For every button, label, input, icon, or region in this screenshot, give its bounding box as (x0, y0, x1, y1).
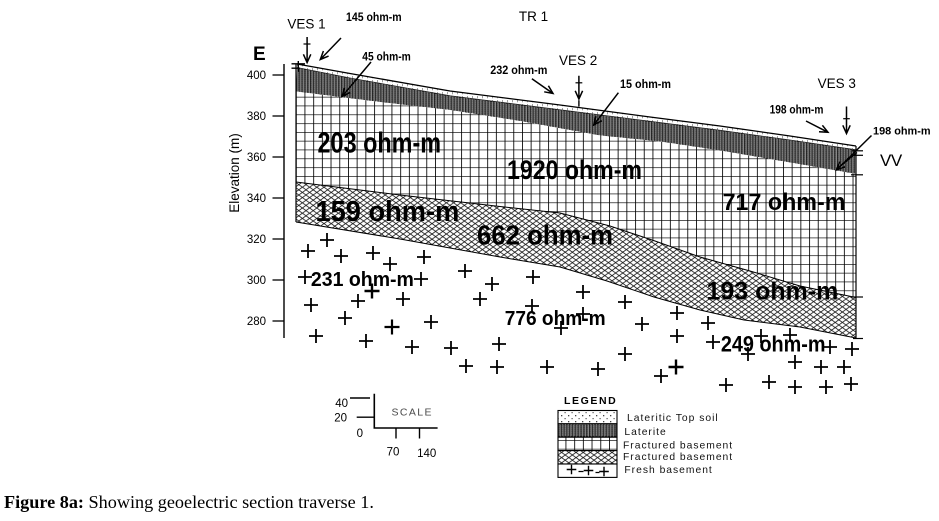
svg-text:45 ohm-m: 45 ohm-m (362, 50, 411, 64)
svg-text:198 ohm-m: 198 ohm-m (770, 103, 824, 117)
svg-text:VES 1: VES 1 (287, 16, 325, 31)
svg-text:Fresh basement: Fresh basement (624, 465, 712, 476)
svg-text:VV: VV (880, 151, 903, 170)
svg-text:717 ohm-m: 717 ohm-m (723, 190, 846, 216)
svg-text:Figure 8a: Showing geoelectric: Figure 8a: Showing geoelectric section t… (4, 492, 374, 512)
svg-text:VES 2: VES 2 (559, 53, 597, 68)
svg-text:231 ohm-m: 231 ohm-m (311, 269, 414, 291)
svg-text:Fractured basement: Fractured basement (623, 440, 733, 451)
svg-text:662 ohm-m: 662 ohm-m (477, 220, 613, 251)
svg-text:360: 360 (247, 152, 266, 164)
svg-text:40: 40 (335, 398, 348, 410)
svg-text:70: 70 (387, 447, 400, 459)
svg-text:249 ohm-m: 249 ohm-m (721, 332, 826, 357)
svg-text:20: 20 (334, 413, 347, 425)
svg-text:SCALE: SCALE (392, 407, 433, 419)
svg-text:380: 380 (247, 111, 266, 123)
svg-text:Fractured basement: Fractured basement (623, 452, 733, 463)
svg-text:1920 ohm-m: 1920 ohm-m (507, 155, 642, 185)
svg-text:159 ohm-m: 159 ohm-m (316, 196, 460, 228)
svg-text:193 ohm-m: 193 ohm-m (707, 278, 839, 306)
svg-text:340: 340 (247, 193, 266, 205)
svg-text:0: 0 (357, 428, 363, 440)
svg-text:320: 320 (247, 234, 266, 246)
svg-text:400: 400 (247, 70, 266, 82)
svg-text:Laterite: Laterite (624, 427, 666, 438)
svg-text:776 ohm-m: 776 ohm-m (505, 308, 606, 330)
svg-text:145 ohm-m: 145 ohm-m (346, 10, 402, 24)
svg-text:LEGEND: LEGEND (564, 395, 617, 407)
svg-text:232 ohm-m: 232 ohm-m (490, 63, 547, 77)
svg-text:140: 140 (417, 448, 436, 460)
svg-text:Lateritic Top soil: Lateritic Top soil (627, 413, 719, 424)
svg-text:198 ohm-m: 198 ohm-m (873, 126, 931, 138)
svg-text:VES 3: VES 3 (818, 76, 856, 91)
svg-text:300: 300 (247, 275, 266, 287)
svg-text:15 ohm-m: 15 ohm-m (620, 77, 671, 91)
svg-text:Elevation (m): Elevation (m) (227, 133, 242, 213)
svg-text:203 ohm-m: 203 ohm-m (318, 127, 442, 159)
svg-text:TR 1: TR 1 (519, 9, 548, 24)
svg-text:E: E (253, 44, 266, 65)
svg-text:280: 280 (247, 316, 266, 328)
